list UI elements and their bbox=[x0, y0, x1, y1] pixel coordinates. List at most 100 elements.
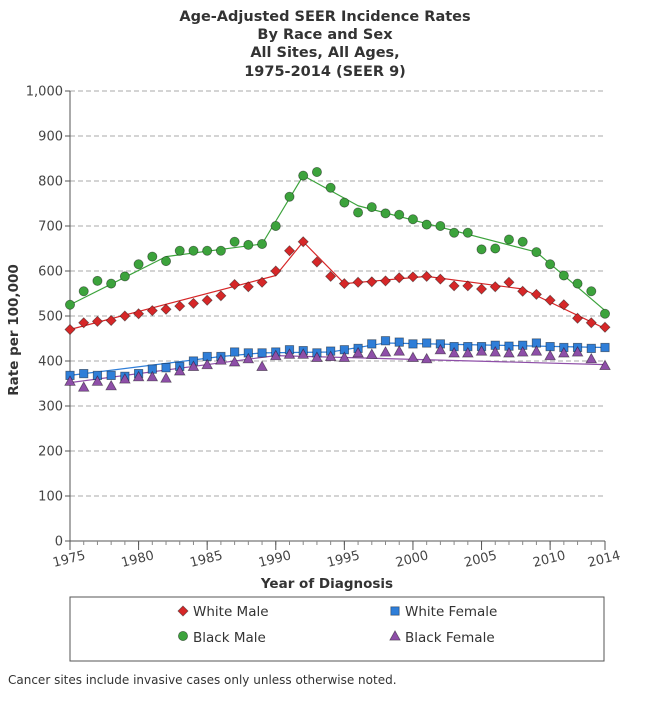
white-male-point bbox=[78, 317, 90, 329]
white-female-point bbox=[230, 347, 240, 357]
black-female-point bbox=[242, 352, 255, 364]
white-male-point bbox=[187, 297, 200, 309]
black-male-point bbox=[572, 278, 583, 289]
y-tick-label: 800 bbox=[38, 175, 63, 190]
black-female-point bbox=[365, 348, 378, 359]
white-female-series bbox=[65, 336, 610, 381]
axes bbox=[65, 90, 606, 550]
black-male-point bbox=[106, 278, 117, 289]
x-tick-label: 1975 bbox=[51, 548, 87, 571]
x-tick-labels: 1975 1980 1985 1990 1995 2000 2005 2010 2014 bbox=[51, 548, 622, 571]
black-male-point bbox=[476, 244, 487, 255]
white-male-point bbox=[119, 310, 131, 322]
white-male-point bbox=[517, 285, 529, 297]
black-male-point bbox=[586, 286, 597, 297]
black-male-point bbox=[600, 308, 611, 319]
black-female-point bbox=[146, 370, 159, 382]
y-tick-label: 500 bbox=[38, 310, 63, 325]
black-male-point bbox=[380, 208, 391, 219]
black-female-point bbox=[269, 349, 282, 361]
white-male-point bbox=[599, 321, 611, 333]
y-tick-label: 0 bbox=[55, 535, 63, 550]
black-female-point bbox=[338, 351, 351, 362]
white-male-point bbox=[434, 273, 446, 285]
legend-label-white-female: White Female bbox=[405, 604, 497, 620]
black-female-point bbox=[311, 351, 323, 362]
y-tick-label: 200 bbox=[38, 445, 63, 460]
white-male-point bbox=[270, 265, 282, 277]
white-male-point bbox=[352, 276, 364, 288]
black-male-point bbox=[202, 245, 213, 256]
white-female-point bbox=[408, 339, 418, 349]
white-male-point bbox=[297, 236, 309, 248]
white-male-point bbox=[558, 299, 570, 311]
black-male-point bbox=[147, 251, 158, 262]
black-female-point bbox=[585, 352, 598, 364]
black-male-series bbox=[65, 166, 611, 319]
black-male-point bbox=[449, 227, 460, 238]
white-male-point bbox=[133, 308, 145, 320]
black-female-point bbox=[118, 372, 131, 384]
white-female-point bbox=[79, 368, 89, 379]
y-tick-label: 400 bbox=[38, 355, 63, 370]
black-male-point bbox=[339, 197, 350, 208]
black-female-point bbox=[215, 354, 227, 365]
white-male-point bbox=[91, 315, 104, 327]
black-female-point bbox=[91, 375, 104, 386]
black-female-point bbox=[557, 346, 570, 358]
black-male-point bbox=[366, 202, 377, 213]
black-female-point bbox=[256, 360, 268, 371]
legend-markers bbox=[177, 605, 401, 642]
x-tick-label: 1995 bbox=[326, 548, 362, 571]
black-male-point bbox=[311, 166, 322, 177]
legend-label-black-female: Black Female bbox=[405, 630, 495, 646]
x-tick-label: 2000 bbox=[394, 548, 430, 571]
white-male-point bbox=[201, 294, 213, 306]
chart-title: Age-Adjusted SEER Incidence Rates By Rac… bbox=[179, 9, 470, 80]
chart-title-line-2: By Race and Sex bbox=[257, 27, 393, 43]
y-tick-labels: 0 100 200 300 400 500 600 700 800 900 1,000 bbox=[26, 85, 63, 550]
white-male-point bbox=[503, 276, 515, 288]
y-tick-label: 1,000 bbox=[26, 85, 63, 100]
black-male-point bbox=[503, 234, 514, 245]
white-female-point bbox=[394, 337, 404, 347]
white-female-point bbox=[257, 348, 267, 358]
white-female-point bbox=[586, 343, 596, 354]
black-female-point bbox=[105, 379, 118, 391]
black-male-point bbox=[421, 219, 432, 230]
black-male-point bbox=[284, 191, 295, 202]
white-male-point bbox=[544, 294, 556, 306]
black-male-point bbox=[243, 239, 254, 250]
black-male-point bbox=[462, 227, 473, 238]
white-male-point bbox=[242, 281, 254, 293]
x-tick-label: 1990 bbox=[257, 548, 293, 571]
x-axis-title: Year of Diagnosis bbox=[260, 576, 393, 592]
y-axis-title: Rate per 100,000 bbox=[6, 264, 22, 395]
legend: White Male White Female Black Male Black… bbox=[69, 596, 605, 662]
white-male-point bbox=[215, 290, 227, 302]
chart-title-line-1: Age-Adjusted SEER Incidence Rates bbox=[179, 9, 470, 25]
white-male-point bbox=[462, 280, 474, 292]
black-female-point bbox=[379, 345, 392, 357]
white-male-point bbox=[338, 278, 350, 290]
black-female-series bbox=[64, 343, 611, 392]
black-female-point bbox=[393, 345, 406, 356]
white-female-point bbox=[545, 341, 555, 352]
y-tick-label: 700 bbox=[38, 220, 63, 235]
white-female-point bbox=[422, 338, 432, 348]
legend-label-white-male: White Male bbox=[193, 604, 269, 620]
black-male-point bbox=[270, 220, 281, 231]
footnote: Cancer sites include invasive cases only… bbox=[8, 673, 397, 687]
black-male-point bbox=[133, 259, 144, 270]
white-male-point bbox=[105, 314, 117, 327]
legend-marker-black-male bbox=[177, 631, 188, 642]
legend-label-black-male: Black Male bbox=[193, 630, 266, 646]
white-male-point bbox=[448, 280, 460, 292]
black-male-point bbox=[119, 271, 130, 282]
black-female-point bbox=[407, 351, 419, 362]
white-male-point bbox=[475, 283, 488, 295]
black-male-point bbox=[407, 214, 418, 225]
black-female-point bbox=[475, 345, 488, 356]
y-tick-label: 300 bbox=[38, 400, 63, 415]
